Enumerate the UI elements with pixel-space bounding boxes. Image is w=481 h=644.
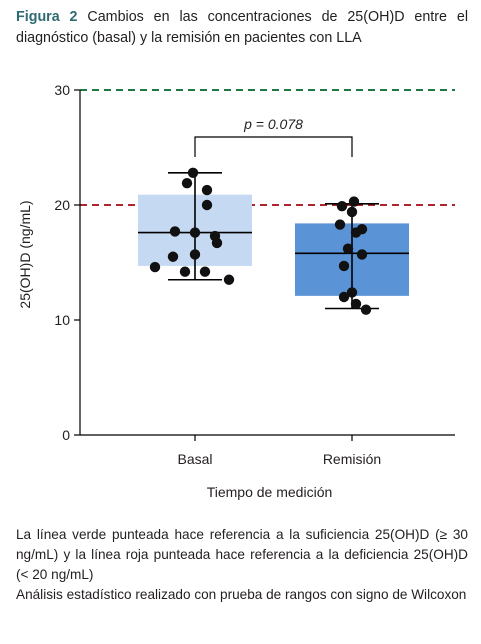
box-plot: 0 10 20 30 Basal Remisión p = 0.078 25(OH)D (… bbox=[17, 82, 455, 500]
significance-bracket: p = 0.078 bbox=[194, 116, 353, 157]
data-point bbox=[356, 249, 368, 260]
note-reference-lines: La línea verde punteada hace referencia … bbox=[16, 527, 468, 582]
boxes bbox=[138, 172, 409, 310]
data-point bbox=[350, 298, 362, 310]
y-tick-label: 0 bbox=[62, 427, 70, 443]
data-point bbox=[348, 196, 360, 207]
data-point bbox=[336, 200, 348, 212]
data-point bbox=[179, 266, 191, 277]
data-point bbox=[211, 237, 223, 249]
figure-label: Figura 2 bbox=[16, 9, 78, 25]
data-points bbox=[149, 167, 372, 315]
data-point bbox=[201, 199, 213, 211]
reference-lines bbox=[80, 89, 455, 206]
data-point bbox=[338, 291, 350, 303]
y-tick-label: 10 bbox=[54, 312, 70, 328]
data-point bbox=[181, 177, 193, 189]
axes: 0 10 20 30 Basal Remisión bbox=[54, 82, 455, 467]
data-point bbox=[189, 227, 201, 238]
data-point bbox=[346, 287, 358, 298]
data-point bbox=[356, 223, 368, 235]
data-point bbox=[346, 206, 358, 218]
data-point bbox=[223, 274, 235, 285]
y-tick-label: 20 bbox=[54, 197, 70, 213]
data-point bbox=[334, 219, 346, 230]
data-point bbox=[342, 243, 354, 254]
data-point bbox=[189, 249, 201, 260]
data-point bbox=[360, 304, 372, 315]
x-tick-label: Basal bbox=[177, 451, 212, 467]
y-axis-label: 25(OH)D (ng/mL) bbox=[17, 200, 33, 308]
x-axis-label: Tiempo de medición bbox=[207, 484, 333, 500]
figure-caption: Figura 2 Cambios en las concentraciones … bbox=[16, 7, 468, 49]
x-tick-label: Remisión bbox=[323, 451, 381, 467]
data-point bbox=[187, 167, 199, 178]
data-point bbox=[338, 260, 350, 272]
data-point bbox=[167, 251, 179, 262]
y-tick-label: 30 bbox=[54, 82, 70, 98]
p-value-label: p = 0.078 bbox=[243, 116, 303, 132]
caption-text: Cambios en las concentraciones de 25(OH)… bbox=[16, 9, 468, 46]
data-point bbox=[169, 226, 181, 237]
note-statistics: Análisis estadístico realizado con prueb… bbox=[16, 587, 467, 602]
bracket-line bbox=[194, 136, 353, 157]
data-point bbox=[199, 266, 211, 277]
data-point bbox=[201, 184, 213, 196]
data-point bbox=[149, 261, 161, 273]
